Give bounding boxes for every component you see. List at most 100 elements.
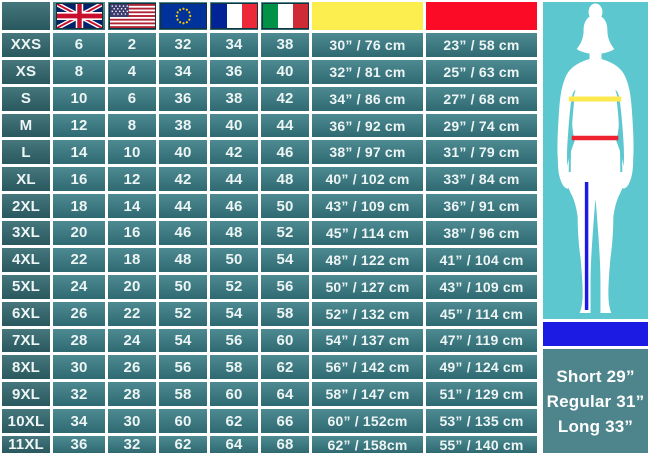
size-value-cell: 60 [159, 409, 207, 433]
size-value-cell: 30 [108, 409, 156, 433]
size-value-cell: 56 [210, 328, 258, 353]
size-value-cell: 10 [108, 140, 156, 165]
size-label: 5XL [2, 274, 50, 299]
size-label: S [2, 86, 50, 111]
bust-value-cell: 56” / 142 cm [312, 355, 423, 380]
size-value-cell: 28 [108, 382, 156, 407]
bust-value-cell: 43” / 109 cm [312, 194, 423, 219]
length-regular: Regular 31” [546, 391, 645, 411]
size-value-cell: 48 [210, 221, 258, 245]
size-value-cell: 40 [261, 59, 309, 84]
size-value-cell: 22 [53, 247, 105, 272]
waist-value-cell: 53” / 135 cm [426, 409, 537, 433]
size-label: 6XL [2, 301, 50, 326]
inseam-color-bar [543, 322, 648, 346]
size-value-cell: 16 [108, 221, 156, 245]
size-value-cell: 34 [159, 59, 207, 84]
size-value-cell: 36 [210, 59, 258, 84]
size-label: 10XL [2, 409, 50, 433]
size-value-cell: 40 [210, 113, 258, 138]
waist-value-cell: 55” / 140 cm [426, 436, 537, 453]
size-value-cell: 38 [159, 113, 207, 138]
size-value-cell: 50 [210, 247, 258, 272]
size-value-cell: 28 [53, 328, 105, 353]
size-value-cell: 38 [210, 86, 258, 111]
eu-flag-icon [159, 3, 207, 29]
bust-value-cell: 36” / 92 cm [312, 113, 423, 138]
size-value-cell: 56 [261, 274, 309, 299]
us-flag-icon [108, 3, 156, 29]
size-value-cell: 44 [261, 113, 309, 138]
size-value-cell: 58 [210, 355, 258, 380]
female-silhouette-icon [557, 3, 634, 313]
size-value-cell: 54 [261, 247, 309, 272]
uk-column-header [53, 2, 105, 30]
bust-value-cell: 32” / 81 cm [312, 59, 423, 84]
size-value-cell: 26 [108, 355, 156, 380]
bust-value-cell: 48” / 122 cm [312, 247, 423, 272]
waist-value-cell: 33” / 84 cm [426, 167, 537, 192]
us-column-header [108, 2, 156, 30]
size-value-cell: 12 [53, 113, 105, 138]
size-value-cell: 58 [159, 382, 207, 407]
size-value-cell: 52 [210, 274, 258, 299]
waist-value-cell: 36” / 91 cm [426, 194, 537, 219]
size-value-cell: 20 [108, 274, 156, 299]
eu-column-header [159, 2, 207, 30]
size-label: 8XL [2, 355, 50, 380]
size-value-cell: 32 [53, 382, 105, 407]
italy-column-header [261, 2, 309, 30]
size-value-cell: 36 [159, 86, 207, 111]
size-label: 11XL [2, 436, 50, 453]
size-value-cell: 64 [261, 382, 309, 407]
waist-value-cell: 25” / 63 cm [426, 59, 537, 84]
size-value-cell: 20 [53, 221, 105, 245]
size-value-cell: 42 [210, 140, 258, 165]
size-label: M [2, 113, 50, 138]
bust-value-cell: 30” / 76 cm [312, 33, 423, 57]
size-value-cell: 10 [53, 86, 105, 111]
waist-value-cell: 45” / 114 cm [426, 301, 537, 326]
waist-value-cell: 31” / 79 cm [426, 140, 537, 165]
bust-value-cell: 54” / 137 cm [312, 328, 423, 353]
measurement-guide-panel: Short 29” Regular 31” Long 33” [541, 0, 650, 455]
waist-value-cell: 38” / 96 cm [426, 221, 537, 245]
size-value-cell: 6 [53, 33, 105, 57]
size-value-cell: 52 [159, 301, 207, 326]
size-label: 2XL [2, 194, 50, 219]
length-long: Long 33” [557, 416, 634, 436]
bust-value-cell: 58” / 147 cm [312, 382, 423, 407]
size-value-cell: 36 [53, 436, 105, 453]
waist-value-cell: 29” / 74 cm [426, 113, 537, 138]
france-column-header [210, 2, 258, 30]
waist-value-cell: 43” / 109 cm [426, 274, 537, 299]
bust-value-cell: 62” / 158cm [312, 436, 423, 453]
bust-value-cell: 38” / 97 cm [312, 140, 423, 165]
size-value-cell: 44 [159, 194, 207, 219]
size-value-cell: 18 [108, 247, 156, 272]
size-value-cell: 62 [261, 355, 309, 380]
size-value-cell: 62 [159, 436, 207, 453]
size-value-cell: 58 [261, 301, 309, 326]
size-label: 4XL [2, 247, 50, 272]
leg-lengths-panel: Short 29” Regular 31” Long 33” [543, 349, 648, 453]
size-value-cell: 26 [53, 301, 105, 326]
size-value-cell: 64 [210, 436, 258, 453]
waist-column-header [426, 2, 537, 30]
italy-flag-icon [261, 3, 309, 29]
bust-value-cell: 50” / 127 cm [312, 274, 423, 299]
size-value-cell: 14 [53, 140, 105, 165]
bust-value-cell: 45” / 114 cm [312, 221, 423, 245]
size-value-cell: 4 [108, 59, 156, 84]
size-value-cell: 60 [261, 328, 309, 353]
size-value-cell: 24 [108, 328, 156, 353]
size-value-cell: 8 [108, 113, 156, 138]
uk-flag-icon [55, 3, 103, 29]
size-value-cell: 44 [210, 167, 258, 192]
size-value-cell: 48 [159, 247, 207, 272]
waist-value-cell: 27” / 68 cm [426, 86, 537, 111]
size-value-cell: 54 [210, 301, 258, 326]
size-grid: XXS 6 2 32 34 38 30” / 76 cm 23” / 58 cm XS 8 4 34 3… [0, 0, 539, 455]
size-value-cell: 46 [261, 140, 309, 165]
size-value-cell: 62 [210, 409, 258, 433]
